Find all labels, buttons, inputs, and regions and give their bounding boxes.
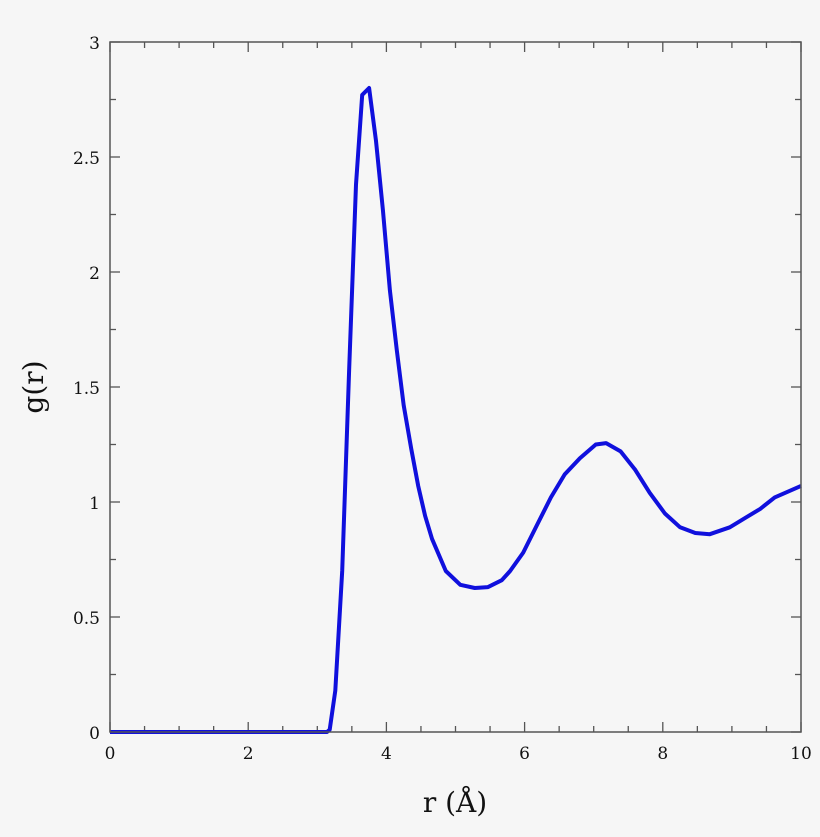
x-tick-label: 8 [657, 744, 668, 764]
x-tick-label: 10 [790, 744, 812, 764]
y-tick-label: 0.5 [73, 609, 100, 629]
x-tick-label: 0 [105, 744, 116, 764]
y-tick-label: 2 [89, 264, 100, 284]
x-axis-label: r (Å) [423, 786, 487, 819]
plot-frame [109, 41, 802, 733]
series-line [110, 86, 802, 734]
x-tick-label: 6 [519, 744, 530, 764]
y-axis-label: g(r) [17, 360, 50, 413]
y-tick-label: 1 [89, 494, 100, 514]
y-tick-label: 0 [89, 724, 100, 744]
y-tick-label: 1.5 [73, 379, 100, 399]
minor-ticks [109, 41, 802, 733]
y-tick-label: 3 [89, 34, 100, 54]
tick-labels: 0 2 4 6 8 10 0 0.5 1 1.5 2 2.5 3 [73, 34, 812, 764]
x-tick-label: 2 [243, 744, 254, 764]
y-tick-label: 2.5 [73, 149, 100, 169]
x-tick-label: 4 [381, 744, 392, 764]
